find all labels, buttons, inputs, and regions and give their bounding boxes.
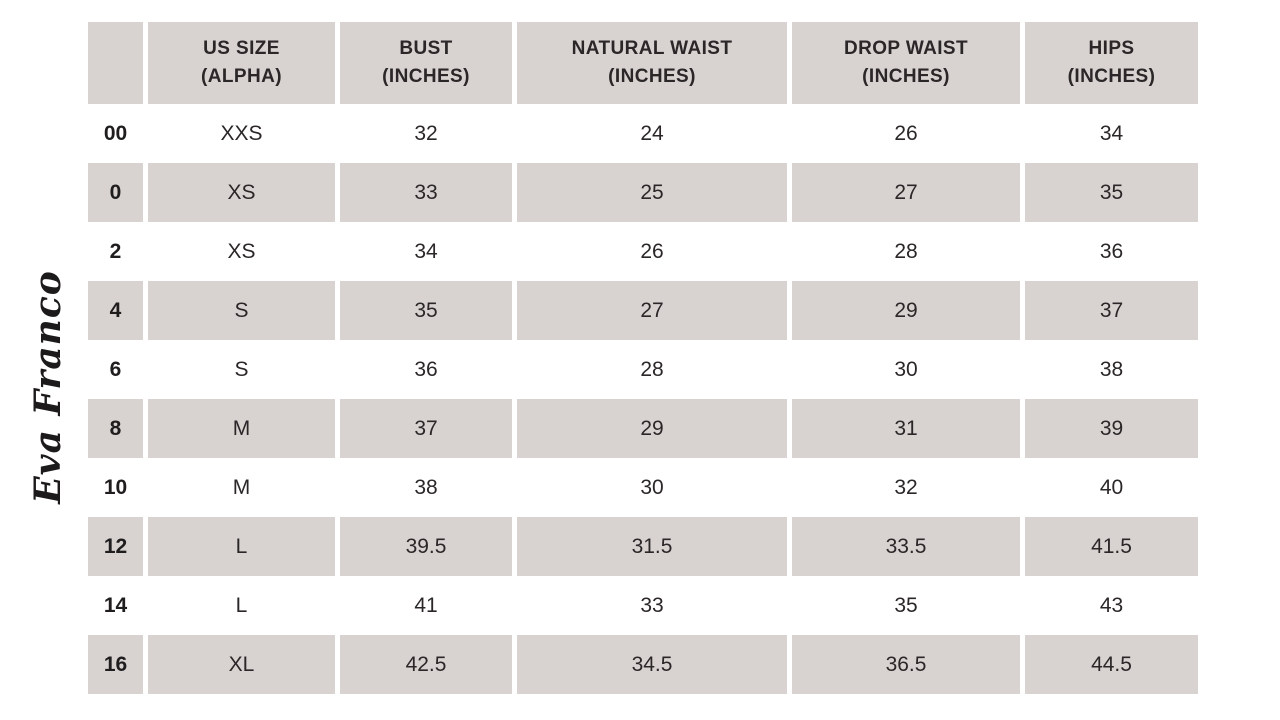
brand-logo: Eva Franco [27, 270, 69, 504]
column-header-line2: (INCHES) [382, 66, 470, 87]
table-cell: 26 [792, 104, 1020, 163]
table-cell: L [148, 517, 335, 576]
column-header-line1: BUST [399, 38, 453, 60]
table-cell: 24 [517, 104, 787, 163]
table-cell: 27 [517, 281, 787, 340]
table-cell: 42.5 [340, 635, 512, 694]
table-cell: 41 [340, 576, 512, 635]
table-cell: M [148, 399, 335, 458]
column-header-line1: NATURAL WAIST [571, 38, 733, 60]
table-cell: 44.5 [1025, 635, 1198, 694]
row-header: 00 [88, 104, 143, 163]
row-header: 16 [88, 635, 143, 694]
column-header-line2: (INCHES) [608, 66, 696, 87]
table-cell: 29 [517, 399, 787, 458]
column-header-line1: HIPS [1088, 38, 1135, 60]
table-cell: 39 [1025, 399, 1198, 458]
row-header: 12 [88, 517, 143, 576]
table-cell: 37 [340, 399, 512, 458]
column-header: DROP WAIST (INCHES) [792, 22, 1020, 104]
row-header: 2 [88, 222, 143, 281]
column-header-line2: (INCHES) [1067, 66, 1156, 87]
table-cell: 31 [792, 399, 1020, 458]
table-cell: XS [148, 163, 335, 222]
table-cell: 36 [340, 340, 512, 399]
column-header: BUST (INCHES) [340, 22, 512, 104]
table-cell: 33.5 [792, 517, 1020, 576]
table-cell: 33 [340, 163, 512, 222]
row-header: 4 [88, 281, 143, 340]
table-cell: 35 [1025, 163, 1198, 222]
table-cell: 38 [340, 458, 512, 517]
row-header: 14 [88, 576, 143, 635]
size-table: US SIZE (ALPHA) BUST (INCHES) NATURAL WAIST (… [88, 22, 1198, 694]
table-cell: XL [148, 635, 335, 694]
column-header: NATURAL WAIST (INCHES) [517, 22, 787, 104]
table-cell: 40 [1025, 458, 1198, 517]
table-cell: 29 [792, 281, 1020, 340]
table-cell: 34 [1025, 104, 1198, 163]
table-cell: 35 [792, 576, 1020, 635]
table-cell: 32 [792, 458, 1020, 517]
column-header-line2: (INCHES) [862, 66, 950, 87]
table-cell: 27 [792, 163, 1020, 222]
row-header: 6 [88, 340, 143, 399]
table-cell: 39.5 [340, 517, 512, 576]
column-header: HIPS (INCHES) [1025, 22, 1198, 104]
table-cell: 32 [340, 104, 512, 163]
table-cell: 25 [517, 163, 787, 222]
column-header-line2: (ALPHA) [201, 66, 282, 87]
table-cell: 30 [792, 340, 1020, 399]
table-cell: S [148, 340, 335, 399]
row-header: 10 [88, 458, 143, 517]
table-cell: 26 [517, 222, 787, 281]
table-cell: 35 [340, 281, 512, 340]
table-cell: 31.5 [517, 517, 787, 576]
table-cell: 33 [517, 576, 787, 635]
column-header-line1: US SIZE [203, 38, 280, 60]
column-header-line1: DROP WAIST [844, 38, 968, 60]
table-cell: 36 [1025, 222, 1198, 281]
table-cell: 37 [1025, 281, 1198, 340]
row-header: 0 [88, 163, 143, 222]
table-cell: 34 [340, 222, 512, 281]
table-cell: S [148, 281, 335, 340]
column-header: US SIZE (ALPHA) [148, 22, 335, 104]
table-cell: L [148, 576, 335, 635]
table-cell: 36.5 [792, 635, 1020, 694]
table-cell: 38 [1025, 340, 1198, 399]
table-cell: 30 [517, 458, 787, 517]
row-header: 8 [88, 399, 143, 458]
table-cell: 34.5 [517, 635, 787, 694]
table-cell: 28 [792, 222, 1020, 281]
table-cell: M [148, 458, 335, 517]
table-cell: 41.5 [1025, 517, 1198, 576]
table-cell: XS [148, 222, 335, 281]
corner-header-cell [88, 22, 143, 104]
table-cell: XXS [148, 104, 335, 163]
table-cell: 28 [517, 340, 787, 399]
table-cell: 43 [1025, 576, 1198, 635]
